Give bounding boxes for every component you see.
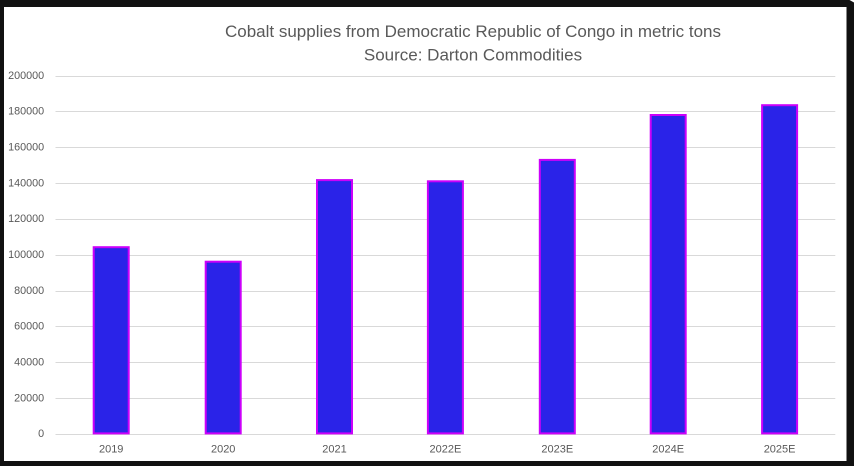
- svg-text:80000: 80000: [14, 285, 44, 297]
- svg-text:2025E: 2025E: [764, 444, 796, 456]
- svg-text:40000: 40000: [14, 357, 44, 369]
- svg-text:Cobalt supplies from Democrati: Cobalt supplies from Democratic Republic…: [225, 22, 721, 41]
- svg-text:20000: 20000: [14, 392, 44, 404]
- svg-text:100000: 100000: [8, 249, 44, 261]
- svg-text:180000: 180000: [8, 106, 44, 118]
- svg-text:2021: 2021: [322, 444, 346, 456]
- svg-text:120000: 120000: [8, 213, 44, 225]
- svg-text:160000: 160000: [8, 142, 44, 154]
- svg-text:60000: 60000: [14, 321, 44, 333]
- svg-text:140000: 140000: [8, 177, 44, 189]
- svg-text:2019: 2019: [99, 444, 123, 456]
- svg-text:2023E: 2023E: [541, 444, 573, 456]
- svg-text:2022E: 2022E: [429, 444, 461, 456]
- svg-text:200000: 200000: [8, 70, 44, 82]
- svg-text:Source: Darton Commodities: Source: Darton Commodities: [364, 45, 582, 64]
- svg-text:0: 0: [38, 428, 44, 440]
- svg-text:2024E: 2024E: [652, 444, 684, 456]
- svg-text:2020: 2020: [211, 444, 235, 456]
